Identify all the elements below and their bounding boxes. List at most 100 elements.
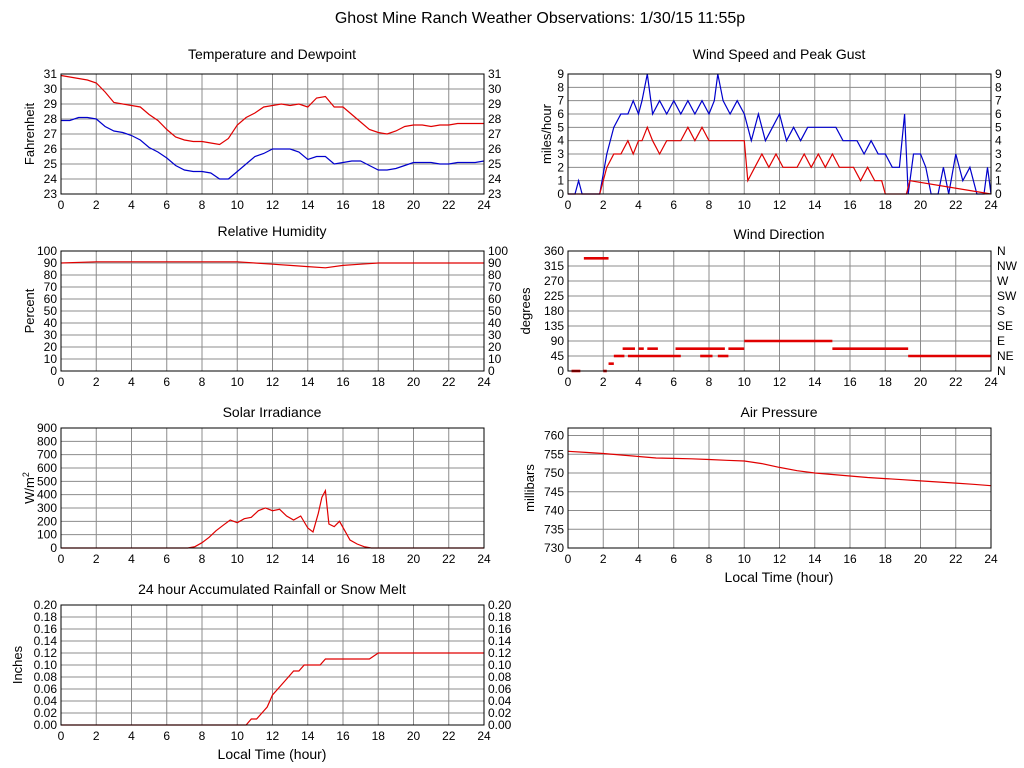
x-tick-label: 12 <box>266 198 280 212</box>
x-tick-label: 22 <box>442 552 456 566</box>
x-tick-label: 0 <box>565 375 572 389</box>
y-tick-label: 900 <box>37 421 57 435</box>
y-tick-label: 90 <box>44 256 58 270</box>
y-tick-label: 755 <box>544 447 564 461</box>
y-tick-label-right: 26 <box>488 142 502 156</box>
y-tick-label: 750 <box>544 466 564 480</box>
x-tick-label: 18 <box>372 375 386 389</box>
y-tick-label-right: 50 <box>488 304 502 318</box>
humidity-chart-title: Relative Humidity <box>218 223 327 239</box>
y-tick-label-right: 9 <box>995 67 1002 81</box>
y-tick-label-right: 8 <box>995 80 1002 94</box>
x-tick-label: 16 <box>843 375 857 389</box>
x-tick-label: 12 <box>773 375 787 389</box>
x-tick-label: 14 <box>808 552 822 566</box>
y-tick-label-right: 2 <box>995 160 1002 174</box>
series-line-solar-irradiance <box>61 488 484 549</box>
x-tick-label: 24 <box>477 375 491 389</box>
y-tick-label-right: 0.12 <box>488 646 512 660</box>
x-tick-label: 12 <box>773 552 787 566</box>
y-tick-label-right: 0.10 <box>488 658 512 672</box>
compass-label: W <box>997 274 1009 288</box>
x-tick-label: 24 <box>984 375 998 389</box>
x-tick-label: 14 <box>301 729 315 743</box>
y-tick-label: 0.00 <box>34 718 58 732</box>
x-tick-label: 24 <box>477 198 491 212</box>
x-tick-label: 4 <box>128 552 135 566</box>
rainfall-chart-title: 24 hour Accumulated Rainfall or Snow Mel… <box>138 581 406 597</box>
x-tick-label: 14 <box>301 375 315 389</box>
x-tick-label: 12 <box>266 729 280 743</box>
y-tick-label: 135 <box>544 319 564 333</box>
solar-chart: Solar Irradiance W/m2 0 2 4 6 8 10 12 14 16 18 20 2… <box>21 404 491 566</box>
y-tick-label: 28 <box>44 112 58 126</box>
y-tick-label: 2 <box>557 160 564 174</box>
x-tick-label: 2 <box>93 375 100 389</box>
x-tick-label: 20 <box>407 552 421 566</box>
x-tick-label: 8 <box>706 198 713 212</box>
x-tick-label: 24 <box>984 552 998 566</box>
y-tick-label: 60 <box>44 292 58 306</box>
x-tick-label: 2 <box>93 552 100 566</box>
y-tick-label-right: 27 <box>488 127 502 141</box>
y-tick-label-right: 24 <box>488 172 502 186</box>
x-tick-label: 8 <box>706 552 713 566</box>
y-tick-label: 26 <box>44 142 58 156</box>
y-tick-label-right: 0.06 <box>488 682 512 696</box>
x-tick-label: 8 <box>199 729 206 743</box>
y-tick-label: 360 <box>544 244 564 258</box>
y-tick-label: 4 <box>557 134 564 148</box>
series-line-air-pressure <box>567 450 992 487</box>
x-tick-label: 18 <box>372 729 386 743</box>
y-tick-label: 180 <box>544 304 564 318</box>
temperature-chart-title: Temperature and Dewpoint <box>188 46 356 62</box>
x-tick-label: 22 <box>442 375 456 389</box>
y-tick-label: 0 <box>557 364 564 378</box>
y-tick-label: 50 <box>44 304 58 318</box>
x-tick-label: 16 <box>336 729 350 743</box>
x-tick-label: 24 <box>477 729 491 743</box>
x-tick-label: 18 <box>372 198 386 212</box>
pressure-chart-title: Air Pressure <box>740 404 817 420</box>
y-tick-label: 400 <box>37 488 57 502</box>
y-tick-label: 0 <box>50 541 57 555</box>
x-tick-label: 6 <box>163 375 170 389</box>
y-tick-label: 315 <box>544 259 564 273</box>
y-tick-label-right: 0 <box>995 187 1002 201</box>
x-tick-label: 2 <box>600 198 607 212</box>
y-tick-label-right: 25 <box>488 157 502 171</box>
x-tick-label: 20 <box>407 729 421 743</box>
x-tick-label: 0 <box>58 552 65 566</box>
x-tick-label: 8 <box>199 375 206 389</box>
x-tick-label: 18 <box>879 375 893 389</box>
pressure-chart-ylabel: millibars <box>522 464 537 512</box>
y-tick-label: 0 <box>557 187 564 201</box>
series-line-dewpoint <box>61 116 485 180</box>
y-tick-label: 0.10 <box>34 658 58 672</box>
y-tick-label: 100 <box>37 244 57 258</box>
y-tick-label: 90 <box>551 334 565 348</box>
y-tick-label-right: 20 <box>488 340 502 354</box>
x-tick-label: 2 <box>600 375 607 389</box>
plot-frame <box>567 427 992 549</box>
y-tick-label-right: 31 <box>488 67 502 81</box>
y-tick-label-right: 30 <box>488 328 502 342</box>
y-tick-label-right: 100 <box>488 244 508 258</box>
x-tick-label: 20 <box>914 552 928 566</box>
x-tick-label: 14 <box>301 198 315 212</box>
x-tick-label: 4 <box>128 198 135 212</box>
x-tick-label: 10 <box>738 552 752 566</box>
x-tick-label: 10 <box>231 375 245 389</box>
x-tick-label: 6 <box>670 198 677 212</box>
y-tick-label-right: 0.04 <box>488 694 512 708</box>
wind-direction-chart-title: Wind Direction <box>733 226 824 242</box>
y-tick-label: 10 <box>44 352 58 366</box>
y-tick-label: 29 <box>44 97 58 111</box>
y-tick-label: 600 <box>37 461 57 475</box>
x-tick-label: 20 <box>407 375 421 389</box>
y-tick-label: 500 <box>37 474 57 488</box>
y-tick-label-right: 40 <box>488 316 502 330</box>
y-tick-label: 735 <box>544 522 564 536</box>
